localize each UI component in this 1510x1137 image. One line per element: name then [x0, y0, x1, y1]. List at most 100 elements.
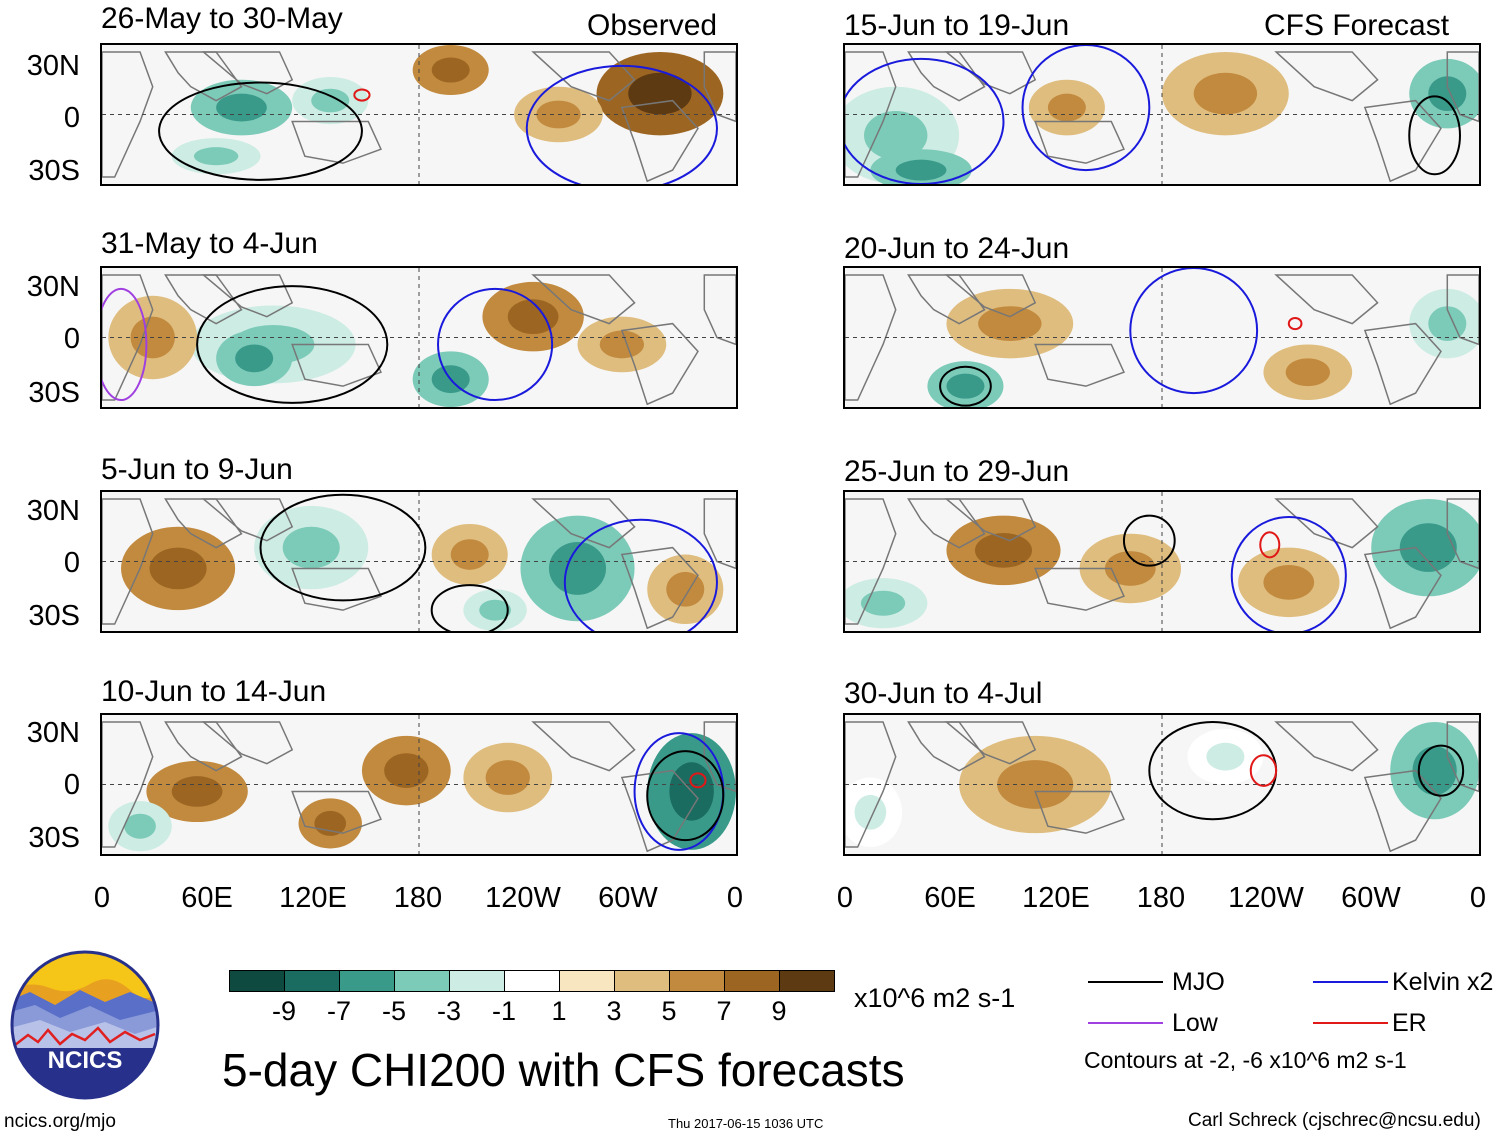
coastline: [1034, 567, 1125, 611]
colorbar-swatch: [449, 970, 505, 992]
coastline: [1274, 498, 1379, 549]
kelvin-contour: [563, 518, 718, 631]
footer-url[interactable]: ncics.org/mjo: [4, 1111, 116, 1132]
colorbar: [229, 970, 835, 992]
map-canvas: [845, 715, 1479, 854]
anomaly-blob-core: [450, 539, 489, 570]
coastline: [845, 721, 897, 848]
map-panel-2: [100, 266, 738, 409]
ncics-logo: NCICS: [10, 950, 160, 1100]
coastline: [1363, 322, 1442, 406]
cfs-forecast-label: CFS Forecast: [1264, 9, 1450, 42]
lat-label: 30N: [26, 271, 80, 303]
lon-label: 60W: [598, 882, 658, 914]
mjo-contour: [1408, 95, 1461, 176]
coastline: [102, 274, 154, 401]
anomaly-blob-core: [1399, 523, 1457, 572]
coastline: [944, 274, 1037, 318]
coastline: [291, 120, 382, 164]
lat-label: 30S: [28, 377, 80, 409]
lat-label: 30N: [26, 50, 80, 82]
panel-title-8: 30-Jun to 4-Jul: [844, 677, 1043, 710]
colorbar-label: 3: [606, 996, 622, 1026]
coastline: [1034, 790, 1125, 834]
anomaly-blob-core: [384, 753, 429, 788]
colorbar-label: -5: [381, 996, 407, 1026]
lat-label: 30N: [26, 495, 80, 527]
panel-title-7: 25-Jun to 29-Jun: [844, 455, 1070, 488]
lat-label: 0: [63, 102, 80, 134]
lon-label: 180: [393, 882, 443, 914]
anomaly-blob-core: [1193, 72, 1258, 115]
anomaly-blob-core: [895, 159, 947, 181]
er-contour: [1249, 754, 1278, 787]
map-canvas: [102, 715, 736, 854]
colorbar-label: 7: [716, 996, 732, 1026]
colorbar-swatch: [229, 970, 285, 992]
coastline: [944, 498, 1037, 542]
mjo-contour: [430, 584, 509, 631]
coastline: [907, 721, 986, 772]
coastline: [1446, 498, 1479, 570]
coastline: [201, 721, 294, 765]
coastline: [531, 51, 636, 102]
anomaly-blob-core: [1104, 551, 1156, 586]
colorbar-label: -3: [436, 996, 462, 1026]
anomaly-blob-core: [978, 306, 1042, 341]
er-contour: [1259, 531, 1281, 559]
coastline: [291, 567, 382, 611]
kelvin-contour: [1129, 268, 1259, 395]
colorbar-label: 1: [551, 996, 567, 1026]
lon-label: 0: [93, 882, 111, 914]
anomaly-blob-core: [282, 526, 340, 569]
panel-title-4: 10-Jun to 14-Jun: [101, 675, 327, 708]
anomaly-blob-core: [997, 760, 1074, 809]
colorbar-swatch: [779, 970, 835, 992]
legend-label-mjo: MJO: [1172, 968, 1225, 996]
panel-title-2: 31-May to 4-Jun: [101, 227, 318, 260]
legend-line-kelvin: [1313, 981, 1388, 983]
coastline: [620, 546, 699, 630]
anomaly-blob-core: [946, 373, 985, 399]
anomaly-blob-core: [171, 776, 223, 807]
coastline: [164, 721, 243, 772]
coastline: [201, 498, 294, 542]
anomaly-blob-core: [864, 111, 928, 160]
coastline: [1034, 120, 1125, 164]
lon-label: 120E: [279, 882, 347, 914]
colorbar-swatch: [724, 970, 780, 992]
anomaly-blob-core: [974, 533, 1033, 568]
legend-label-kelvin: Kelvin x2: [1392, 968, 1494, 996]
kelvin-contour: [1230, 516, 1347, 631]
coastline: [291, 343, 382, 387]
anomaly-blob-core: [1412, 746, 1457, 795]
coastline: [1274, 721, 1379, 772]
map-canvas: [845, 268, 1479, 407]
colorbar-swatch: [504, 970, 560, 992]
anomaly-blob-core: [666, 571, 705, 607]
coastline: [102, 498, 154, 625]
map-canvas: [102, 268, 736, 407]
anomaly-blob-core: [1047, 93, 1086, 122]
lon-label: 60E: [924, 882, 976, 914]
coastline: [531, 274, 636, 325]
anomaly-blob-core: [507, 299, 559, 335]
lat-label: 30S: [28, 600, 80, 632]
mjo-contour: [1417, 744, 1465, 797]
anomaly-blob-core: [599, 330, 645, 359]
mjo-contour: [939, 365, 992, 407]
kelvin-contour: [525, 64, 718, 184]
map-panel-1: [100, 43, 738, 186]
mjo-contour: [646, 750, 725, 842]
coastline: [531, 498, 636, 549]
kelvin-contour: [437, 287, 554, 402]
anomaly-blob-core: [1263, 564, 1315, 600]
coastline: [1034, 343, 1125, 387]
coastline: [620, 769, 699, 853]
lon-label: 0: [726, 882, 744, 914]
lat-label: 0: [63, 323, 80, 355]
anomaly-blob-core: [1206, 742, 1245, 771]
legend-label-low: Low: [1172, 1009, 1218, 1037]
logo-text: NCICS: [48, 1047, 123, 1074]
legend-label-er: ER: [1392, 1009, 1427, 1037]
